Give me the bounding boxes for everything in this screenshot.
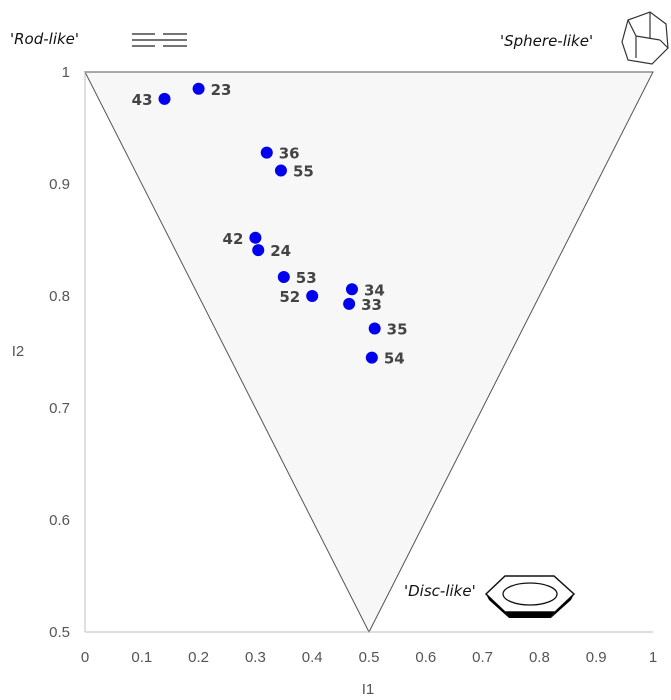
sphere-like-label: 'Sphere-like' — [500, 32, 593, 50]
y-tick-label: 0.6 — [49, 512, 70, 529]
disc-like-legend: 'Disc-like' — [404, 575, 576, 618]
y-tick-label: 1 — [62, 64, 70, 81]
data-point-label: 43 — [132, 91, 153, 109]
y-tick-label: 0.8 — [49, 288, 70, 305]
data-point — [368, 322, 381, 335]
y-tick-label: 0.7 — [49, 400, 70, 417]
sphere-like-legend: 'Sphere-like' — [500, 11, 669, 65]
x-tick-labels: 0 0.1 0.2 0.3 0.4 0.5 0.6 0.7 0.8 0.9 1 — [81, 649, 657, 666]
data-points — [158, 82, 381, 364]
data-point — [306, 290, 319, 302]
adamantane-icon — [621, 11, 669, 65]
y-tick-labels: 0.5 0.6 0.7 0.8 0.9 1 — [49, 64, 70, 641]
data-point-label: 42 — [223, 230, 244, 248]
x-tick-label: 0.6 — [415, 649, 436, 666]
data-point — [365, 351, 378, 364]
data-point-label: 23 — [211, 81, 232, 99]
y-tick-label: 0.9 — [49, 176, 70, 193]
benzene-icon — [484, 575, 576, 618]
data-point — [277, 270, 290, 283]
disc-like-label: 'Disc-like' — [404, 582, 476, 600]
data-point-label: 33 — [361, 296, 382, 314]
x-tick-label: 0.2 — [188, 649, 209, 666]
x-tick-label: 0.9 — [586, 649, 607, 666]
data-point — [260, 146, 273, 159]
shape-region-triangle — [84, 71, 654, 634]
data-point-label: 35 — [387, 320, 408, 338]
data-point — [343, 297, 356, 310]
rod-like-label: 'Rod-like' — [10, 30, 79, 48]
data-point-label: 53 — [296, 269, 317, 287]
data-point — [192, 82, 205, 95]
y-tick-label: 0.5 — [49, 624, 70, 641]
data-point-label: 54 — [384, 350, 405, 368]
x-tick-label: 0 — [81, 649, 89, 666]
data-point-label: 52 — [279, 288, 300, 306]
x-tick-label: 0.7 — [472, 649, 493, 666]
data-point — [274, 164, 287, 177]
data-point-label: 34 — [364, 281, 385, 299]
data-point-label: 36 — [279, 145, 300, 163]
x-tick-label: 0.1 — [131, 649, 152, 666]
x-tick-label: 0.8 — [529, 649, 550, 666]
x-tick-label: 1 — [649, 649, 657, 666]
data-point-label: 55 — [293, 163, 314, 181]
data-point — [158, 92, 171, 105]
data-point — [252, 244, 265, 257]
y-axis-title: I2 — [12, 343, 25, 360]
rod-icon — [132, 33, 187, 47]
data-point-label: 24 — [270, 242, 291, 260]
plot-area: 0 0.1 0.2 0.3 0.4 0.5 0.6 0.7 0.8 0.9 1 0.50.60.70… — [49, 64, 657, 666]
x-tick-label: 0.4 — [302, 649, 323, 666]
data-point — [249, 231, 262, 244]
x-tick-label: 0.3 — [245, 649, 266, 666]
data-point — [345, 283, 358, 296]
x-axis-title: I1 — [362, 681, 375, 698]
x-tick-label: 0.5 — [359, 649, 380, 666]
rod-like-legend: 'Rod-like' — [10, 30, 187, 48]
